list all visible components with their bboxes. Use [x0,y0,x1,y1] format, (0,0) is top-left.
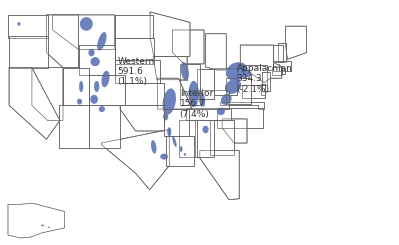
Polygon shape [226,78,251,104]
Polygon shape [273,61,291,72]
Ellipse shape [80,17,93,31]
Polygon shape [190,89,229,109]
Polygon shape [272,67,282,75]
Polygon shape [278,43,286,62]
Polygon shape [237,65,267,85]
Ellipse shape [243,70,251,77]
Polygon shape [115,38,154,64]
Ellipse shape [18,22,20,26]
Text: Interior
156.7
(7.4%): Interior 156.7 (7.4%) [180,89,213,119]
Ellipse shape [180,146,182,152]
Polygon shape [120,105,165,131]
Polygon shape [242,85,265,98]
Ellipse shape [221,94,232,105]
Polygon shape [32,68,63,121]
Ellipse shape [41,225,44,226]
Ellipse shape [184,153,186,156]
Polygon shape [9,68,60,139]
Polygon shape [8,36,48,68]
Ellipse shape [181,62,189,81]
Ellipse shape [94,81,99,92]
Polygon shape [179,121,197,157]
Polygon shape [261,84,265,95]
Polygon shape [180,64,200,105]
Polygon shape [115,60,160,83]
Polygon shape [240,45,282,83]
Ellipse shape [77,98,82,105]
Ellipse shape [99,106,105,112]
Ellipse shape [225,79,241,94]
Polygon shape [8,203,65,238]
Ellipse shape [199,92,205,107]
Ellipse shape [79,81,83,92]
Polygon shape [197,69,214,99]
Ellipse shape [172,136,177,147]
Polygon shape [53,15,115,49]
Polygon shape [59,105,89,148]
Polygon shape [101,129,169,190]
Polygon shape [220,102,264,109]
Polygon shape [205,34,226,70]
Ellipse shape [162,88,176,115]
Polygon shape [63,68,89,105]
Polygon shape [285,26,307,59]
Polygon shape [89,75,125,105]
Polygon shape [150,12,190,56]
Polygon shape [153,56,187,80]
Polygon shape [172,30,204,64]
Ellipse shape [91,57,100,66]
Polygon shape [214,68,237,95]
Polygon shape [222,119,247,143]
Polygon shape [200,151,239,200]
Text: Western
591.6
(1.1%): Western 591.6 (1.1%) [117,57,155,86]
Polygon shape [217,108,263,128]
Polygon shape [46,15,79,68]
Text: Appalachian
334.3
(-2.1%): Appalachian 334.3 (-2.1%) [237,64,292,94]
Ellipse shape [89,49,95,56]
Polygon shape [157,78,192,109]
Ellipse shape [188,81,199,107]
Polygon shape [166,135,194,166]
Polygon shape [195,121,214,157]
Polygon shape [164,109,190,135]
Polygon shape [89,105,120,148]
Ellipse shape [90,95,98,104]
Ellipse shape [97,32,107,50]
Polygon shape [273,45,283,62]
Polygon shape [281,68,285,74]
Ellipse shape [226,62,247,81]
Polygon shape [79,45,115,75]
Ellipse shape [160,154,168,160]
Polygon shape [262,72,271,91]
Ellipse shape [167,127,171,136]
Ellipse shape [217,108,225,115]
Ellipse shape [202,126,209,133]
Polygon shape [186,108,231,121]
Polygon shape [210,121,234,155]
Polygon shape [125,83,164,105]
Ellipse shape [48,227,50,228]
Polygon shape [8,15,48,37]
Ellipse shape [101,71,110,87]
Ellipse shape [163,113,168,121]
Ellipse shape [151,140,156,154]
Polygon shape [115,15,153,38]
